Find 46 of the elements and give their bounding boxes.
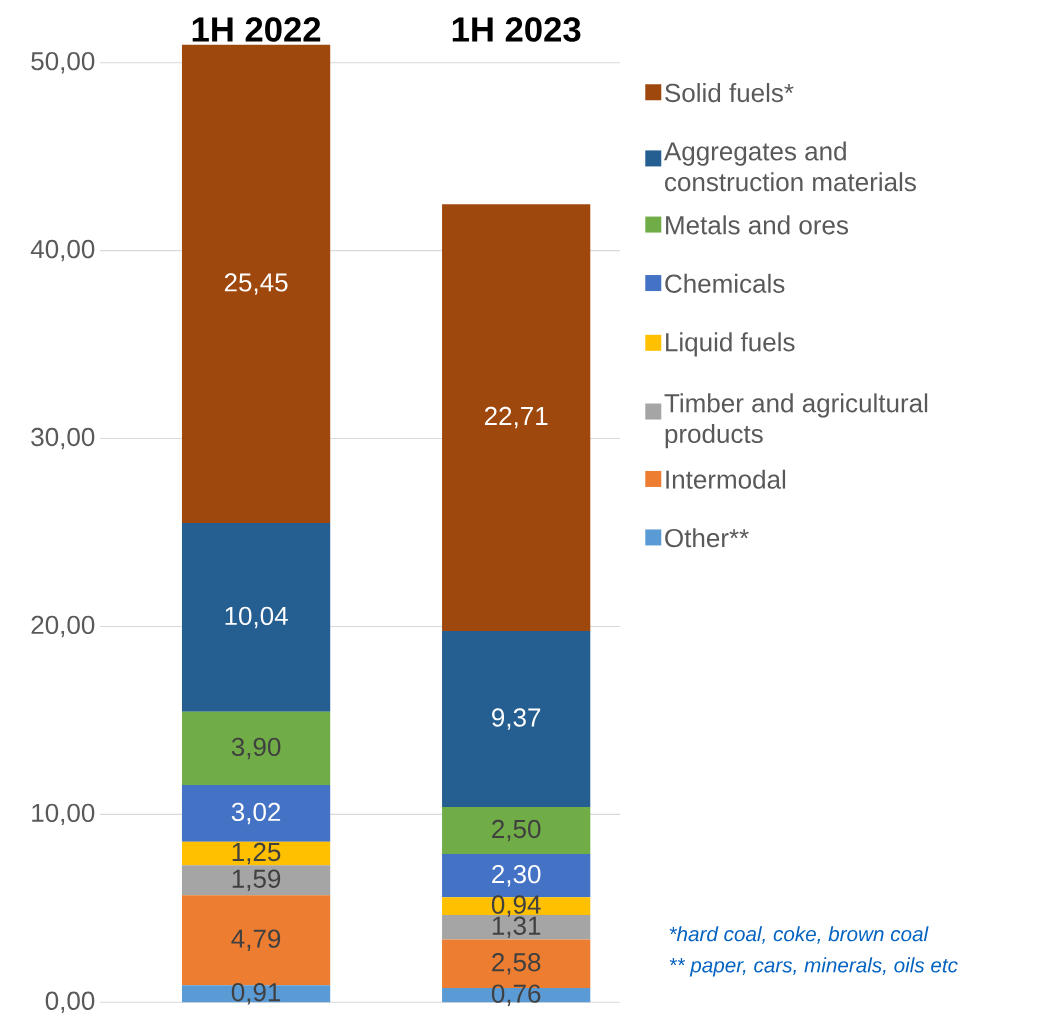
data-label: 22,71 — [484, 407, 548, 429]
data-label: 1,25 — [232, 843, 281, 865]
y-tick-label: 40,00 — [30, 240, 95, 262]
bar — [442, 807, 591, 855]
data-label: 2,50 — [492, 820, 541, 842]
text: *hard coal, coke, brown coal — [669, 926, 929, 945]
y-tick-label: 50,00 — [31, 52, 95, 74]
data-label: 0,76 — [491, 984, 541, 1007]
bar — [442, 631, 591, 808]
legend-label: Timber and agricultural products — [664, 393, 928, 449]
data-label: 25,45 — [224, 273, 288, 295]
data-label: 2,30 — [492, 865, 541, 887]
bar — [181, 985, 331, 1003]
data-label: 0,91 — [231, 983, 281, 1005]
bar — [442, 204, 591, 632]
legend-label: Aggregates and construction materials — [663, 141, 916, 192]
legend-label: Liquid fuels — [666, 332, 795, 357]
y-tick-label: 20,00 — [31, 615, 95, 638]
bar — [181, 712, 331, 786]
bar — [181, 45, 331, 524]
y-tick-label: 0,00 — [45, 991, 95, 1014]
bar — [442, 915, 591, 940]
legend-label: Solid fuels* — [665, 83, 794, 103]
data-label: 3,90 — [231, 737, 281, 760]
data-label: 9,37 — [492, 708, 541, 730]
data-label: 4,79 — [231, 929, 281, 952]
bar — [442, 897, 591, 916]
text: ** paper, cars, minerals, oils etc — [669, 957, 958, 977]
y-tick-label: 10,00 — [32, 803, 95, 826]
data-label: 1,31 — [492, 916, 541, 939]
legend-label: Metals and ores — [666, 215, 849, 235]
data-label: 2,58 — [492, 953, 541, 975]
legend-label: Chemicals — [665, 274, 785, 294]
legend-label: Intermodal — [666, 469, 786, 490]
bar — [181, 785, 331, 843]
bar — [181, 523, 331, 713]
y-tick-label: 30,00 — [31, 428, 95, 450]
x-tick-label: 1H 2022 — [192, 17, 321, 43]
legend-label: Other** — [665, 528, 749, 548]
data-label: 10,04 — [225, 606, 288, 629]
data-label: 1,59 — [232, 869, 281, 892]
data-label: 0,94 — [491, 895, 541, 918]
data-label: 3,02 — [231, 802, 281, 825]
x-tick-label: 1H 2023 — [452, 17, 581, 43]
bar — [181, 842, 331, 866]
bar — [181, 865, 331, 896]
